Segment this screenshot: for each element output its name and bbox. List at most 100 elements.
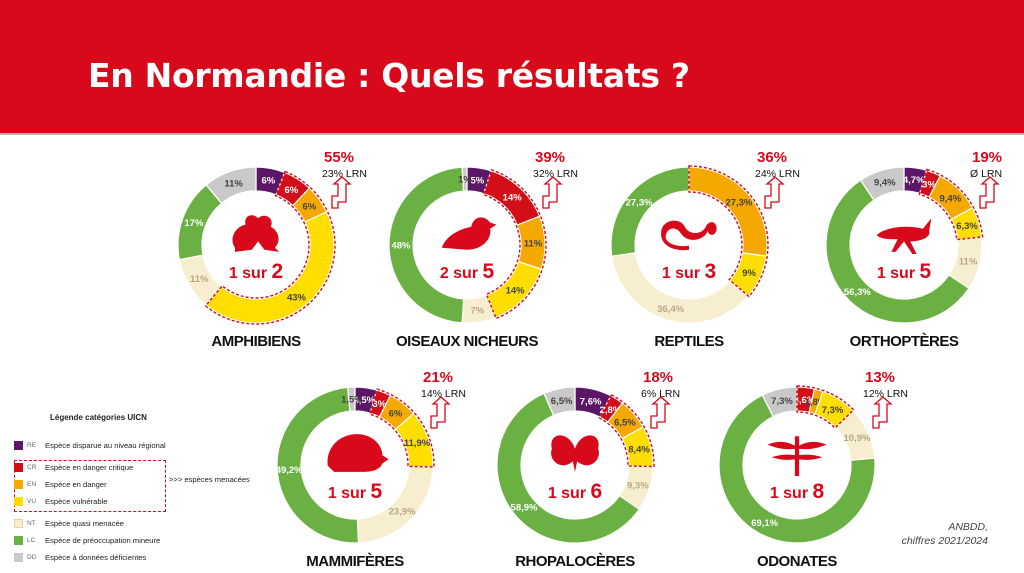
donut-slice xyxy=(718,394,876,544)
slice-label: 7,6% xyxy=(580,396,602,407)
arrow-icon xyxy=(979,176,1000,209)
legend-swatch xyxy=(14,479,23,489)
ratio-label: 1 sur 2 xyxy=(229,260,283,283)
snake-icon xyxy=(661,220,717,251)
slice-label: 6,5% xyxy=(614,417,636,428)
slice-label: 23,9% xyxy=(389,507,416,518)
threatened-percent: 21% xyxy=(423,369,453,386)
lrn-label: 6% LRN xyxy=(641,388,680,400)
donut-slice xyxy=(610,166,690,257)
legend-item-lc: LC Espèce de préoccupation mineure xyxy=(14,534,160,546)
group-name: REPTILES xyxy=(654,333,724,350)
ratio-number: 2 xyxy=(272,260,284,283)
slice-label: 6,5% xyxy=(551,396,573,407)
legend-label: Espèce disparue au niveau régional xyxy=(45,440,166,450)
threatened-percent: 13% xyxy=(865,369,895,386)
slice-label: 7% xyxy=(470,306,484,317)
threatened-label: >>> espèces menacées xyxy=(169,475,250,484)
lrn-label: 24% LRN xyxy=(755,168,800,180)
slice-label: 11% xyxy=(224,178,243,189)
slice-label: 4,7% xyxy=(903,175,925,186)
legend-item-nt: NT Espèce quasi menacée xyxy=(14,517,124,529)
legend-swatch xyxy=(14,518,23,528)
legend-label: Espèce en danger critique xyxy=(45,462,134,472)
slice-label: 11,9% xyxy=(404,438,431,449)
donut-slice xyxy=(356,465,434,544)
bird-icon xyxy=(441,217,497,250)
ratio-label: 1 sur 5 xyxy=(328,480,383,503)
threatened-outline xyxy=(796,385,855,429)
legend-label: Espèce de préoccupation mineure xyxy=(45,535,161,545)
donut-slice xyxy=(543,386,576,417)
ratio-number: 5 xyxy=(483,260,495,283)
threatened-percent: 55% xyxy=(324,149,354,166)
slice-label: 4,5% xyxy=(353,395,375,406)
threatened-outline xyxy=(688,165,769,298)
ratio-prefix: 1 sur xyxy=(662,265,705,282)
threatened-outline xyxy=(598,393,655,468)
source-line-2: chiffres 2021/2024 xyxy=(901,535,988,547)
ratio-number: 5 xyxy=(920,260,932,283)
legend-swatch xyxy=(14,552,23,562)
slice-label: 3,6% xyxy=(794,395,816,406)
slice-label: 7,3% xyxy=(822,405,844,416)
group-name: ORTHOPTÈRES xyxy=(850,333,959,350)
ratio-number: 3 xyxy=(705,260,717,283)
slice-label: 56,3% xyxy=(844,287,871,298)
slice-label: 9% xyxy=(742,268,756,279)
page-title: En Normandie : Quels résultats ? xyxy=(88,56,690,95)
slice-label: 5% xyxy=(470,175,484,186)
slice-label: 9,3% xyxy=(627,481,649,492)
lrn-label: 12% LRN xyxy=(863,388,908,400)
slice-label: 11% xyxy=(959,256,978,267)
slice-label: 58,9% xyxy=(511,502,538,513)
donut-slice xyxy=(688,166,768,257)
threatened-percent: 18% xyxy=(643,369,673,386)
slice-label: 11% xyxy=(190,274,209,285)
slice-label: 6% xyxy=(261,176,275,187)
donut-chart: 3,6%1,8%7,3%10,9%69,1%7,3%1 sur 8ODONATE… xyxy=(718,369,908,570)
slice-label: 1% xyxy=(458,175,472,186)
legend-item-re: RE Espèce disparue au niveau régional xyxy=(14,439,166,451)
legend-label: Espèce vulnérable xyxy=(45,496,108,506)
threatened-percent: 36% xyxy=(757,149,787,166)
legend-code: EN xyxy=(27,480,37,488)
slice-label: 6% xyxy=(303,202,317,213)
arrow-icon xyxy=(872,396,893,429)
threatened-outline xyxy=(918,168,984,241)
donut-slice xyxy=(825,179,970,324)
slice-label: 7,3% xyxy=(771,396,793,407)
legend-item-cr: CR Espèce en danger critique xyxy=(14,461,133,473)
donut-chart: 6% 6% 6% 43% 11% 17% 11% 1 sur 2 AMPHIBIENS 55% 23… xyxy=(177,149,367,350)
donut-chart: 5% 14% 11% 14% 7% 48% 1% 2 sur 5 OISEAUX NICHEUR… xyxy=(388,149,578,350)
slice-label: 9,4% xyxy=(940,194,962,205)
lrn-label: 14% LRN xyxy=(421,388,466,400)
legend-swatch xyxy=(14,535,23,545)
donut-slice xyxy=(347,386,356,412)
arrow-icon xyxy=(764,176,785,209)
slice-label: 6,3% xyxy=(956,221,978,232)
slice-label: 3% xyxy=(922,179,936,190)
slice-label: 14% xyxy=(503,192,523,203)
legend-item-dd: DD Espèce à données déficientes xyxy=(14,551,146,563)
donut-chart: 4,7%3% 9,4% 6,3% 11% 56,3% 9,4% 1 sur 5 ORTHOPT… xyxy=(825,149,1002,350)
slice-label: 27,3% xyxy=(725,197,752,208)
legend-item-en: EN Espèce en danger xyxy=(14,478,107,490)
ratio-label: 1 sur 6 xyxy=(548,480,602,503)
ratio-label: 1 sur 3 xyxy=(662,260,716,283)
slice-label: 17% xyxy=(184,218,204,229)
slice-label: 6% xyxy=(389,408,403,419)
dragonfly-icon xyxy=(767,436,827,477)
donut-slice xyxy=(859,166,905,201)
slice-label: 27,3% xyxy=(626,197,653,208)
ratio-label: 1 sur 8 xyxy=(770,480,825,503)
arrow-icon xyxy=(650,396,671,429)
lrn-label: 23% LRN xyxy=(322,168,367,180)
source-line-1: ANBDD, xyxy=(948,521,988,533)
threatened-outline xyxy=(204,170,336,325)
slice-label: 36,4% xyxy=(657,304,684,315)
legend-code: DD xyxy=(27,553,37,561)
slice-label: 6% xyxy=(284,185,298,196)
legend-label: Espèce en danger xyxy=(45,479,107,489)
legend-code: RE xyxy=(27,441,37,449)
